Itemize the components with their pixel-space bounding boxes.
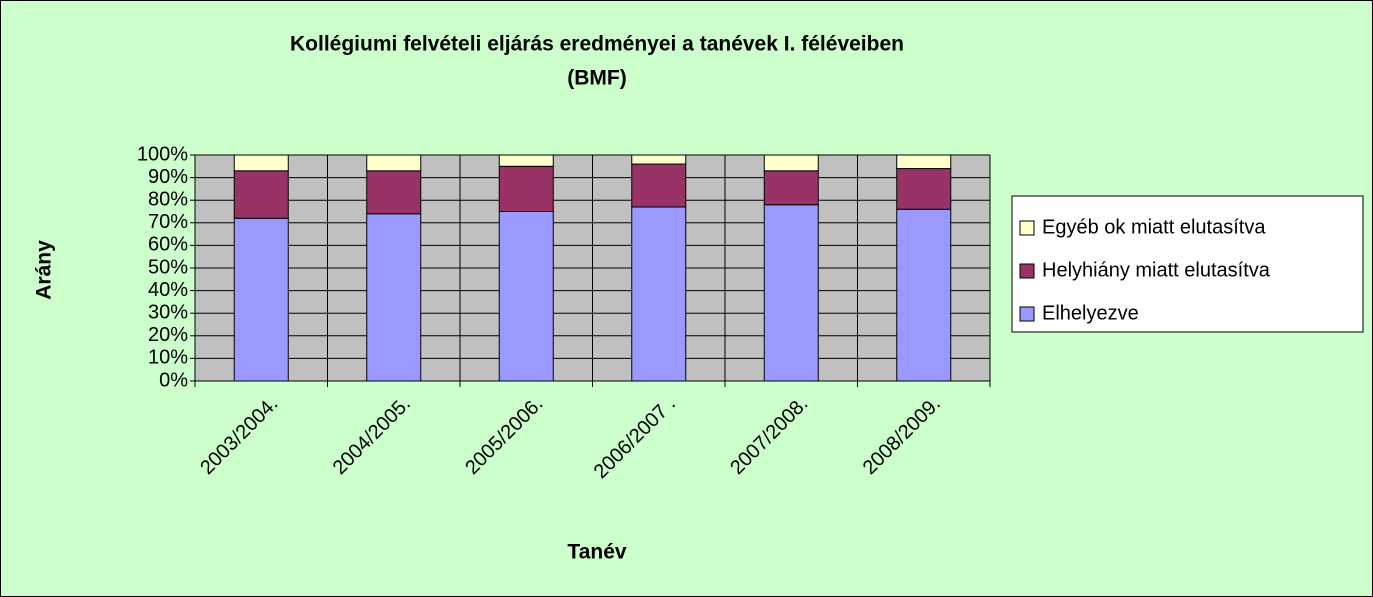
bar-segment: [498, 165, 554, 213]
y-tick-label: 50%: [148, 256, 188, 278]
y-tick-label: 60%: [148, 234, 188, 256]
chart-title: Kollégiumi felvételi eljárás eredményei …: [290, 33, 904, 56]
legend-box: [1011, 195, 1364, 333]
bar-segment: [233, 170, 289, 219]
legend-label: Egyéb ok miatt elutasítva: [1042, 216, 1266, 238]
y-tick-label: 90%: [148, 166, 188, 188]
y-tick-label: 30%: [148, 301, 188, 323]
bar-segment: [498, 154, 554, 167]
bar-segment: [366, 170, 422, 215]
legend-swatch: [1019, 263, 1035, 279]
y-tick-label: 40%: [148, 279, 188, 301]
bar-segment: [896, 208, 952, 382]
y-tick-label: 100%: [137, 143, 188, 165]
x-axis-label: Tanév: [567, 541, 626, 564]
legend-label: Helyhiány miatt elutasítva: [1042, 259, 1271, 281]
bar-segment: [763, 154, 819, 172]
bar-segment: [498, 211, 554, 382]
legend-swatch: [1019, 306, 1035, 322]
bar-segment: [896, 168, 952, 210]
bar-segment: [366, 213, 422, 382]
bar-segment: [233, 154, 289, 172]
bar-segment: [631, 154, 687, 165]
chart-subtitle: (BMF): [567, 67, 626, 90]
bar-segment: [366, 154, 422, 172]
bar-segment: [631, 163, 687, 208]
bar-segment: [631, 206, 687, 382]
bar-segment: [763, 170, 819, 206]
y-tick-label: 80%: [148, 188, 188, 210]
y-tick-label: 0%: [159, 369, 188, 391]
bar-segment: [233, 217, 289, 382]
legend-swatch: [1019, 220, 1035, 236]
y-axis-label: Arány: [33, 240, 56, 300]
legend-label: Elhelyezve: [1042, 302, 1139, 324]
y-tick-label: 10%: [148, 347, 188, 369]
bar-segment: [763, 204, 819, 382]
y-tick-label: 20%: [148, 324, 188, 346]
bar-segment: [896, 154, 952, 170]
y-tick-label: 70%: [148, 211, 188, 233]
